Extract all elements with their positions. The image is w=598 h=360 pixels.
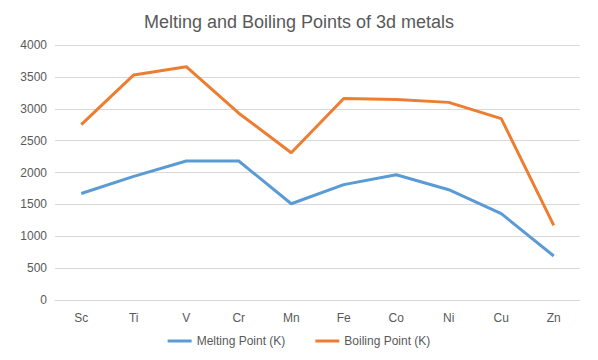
svg-text:1500: 1500 — [20, 197, 47, 211]
svg-text:Ti: Ti — [129, 311, 139, 325]
svg-text:V: V — [182, 311, 190, 325]
svg-text:1000: 1000 — [20, 229, 47, 243]
svg-text:Melting Point (K): Melting Point (K) — [197, 334, 286, 348]
svg-text:Cu: Cu — [494, 311, 509, 325]
svg-text:Fe: Fe — [337, 311, 351, 325]
svg-text:Co: Co — [389, 311, 405, 325]
svg-text:Sc: Sc — [74, 311, 88, 325]
svg-text:4000: 4000 — [20, 38, 47, 52]
svg-text:0: 0 — [40, 293, 47, 307]
svg-text:500: 500 — [27, 261, 47, 275]
svg-text:Zn: Zn — [547, 311, 561, 325]
svg-text:Boiling Point (K): Boiling Point (K) — [344, 334, 430, 348]
svg-text:2000: 2000 — [20, 166, 47, 180]
svg-text:Ni: Ni — [443, 311, 454, 325]
svg-text:2500: 2500 — [20, 134, 47, 148]
svg-text:Mn: Mn — [283, 311, 300, 325]
svg-text:Cr: Cr — [232, 311, 245, 325]
svg-text:3500: 3500 — [20, 70, 47, 84]
svg-text:Melting and Boiling Points of: Melting and Boiling Points of 3d metals — [144, 12, 454, 32]
svg-text:3000: 3000 — [20, 102, 47, 116]
